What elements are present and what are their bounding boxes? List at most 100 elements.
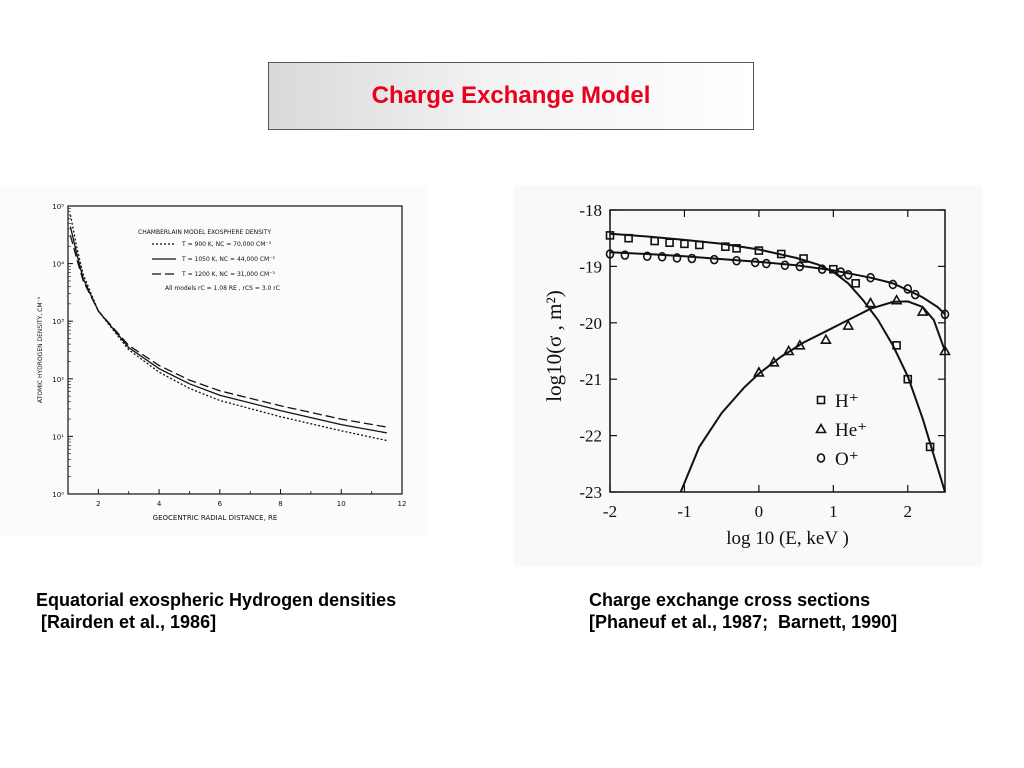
x-tick-label: -2 [603, 502, 617, 521]
legend-label: He⁺ [835, 420, 867, 441]
data-point-circle [836, 267, 846, 277]
legend-label: H⁺ [835, 391, 859, 412]
data-point-circle [843, 270, 853, 280]
data-point-circle [672, 253, 682, 263]
data-point-square [754, 246, 764, 255]
density-curve-dotted [69, 214, 387, 442]
right-caption-line1: Charge exchange cross sections [589, 590, 871, 610]
x-tick-label: 8 [278, 500, 282, 508]
data-point-circle [866, 272, 875, 283]
density-curve-dashed [69, 235, 387, 428]
x-tick-label: 0 [755, 502, 764, 521]
data-point-triangle [842, 319, 855, 330]
data-point-circle [687, 253, 697, 264]
x-axis-label: log 10 (E, keV ) [726, 528, 849, 549]
data-point-square [721, 242, 730, 251]
left-caption-line2: [Rairden et al., 1986] [36, 612, 217, 632]
slide-title: Charge Exchange Model [371, 82, 651, 109]
legend-marker-circle [816, 453, 826, 463]
data-point-circle [642, 251, 652, 262]
data-point-circle [795, 261, 805, 272]
legend-label: T = 1200 K, NC = 31,000 CM⁻³ [181, 271, 275, 278]
legend-label: O⁺ [835, 449, 859, 470]
data-point-square [851, 279, 860, 288]
data-point-triangle [820, 333, 832, 345]
data-point-circle [780, 260, 790, 271]
legend-marker-square [816, 395, 826, 405]
y-tick-label: -23 [579, 483, 602, 502]
data-point-triangle [782, 344, 795, 356]
y-tick-label: -22 [579, 427, 602, 446]
right-caption: Charge exchange cross sections [Phaneuf … [589, 589, 897, 633]
data-point-triangle [793, 339, 806, 350]
data-point-circle [762, 258, 771, 269]
data-point-triangle [916, 305, 929, 316]
data-point-square [732, 244, 741, 253]
x-tick-label: 4 [157, 500, 162, 508]
cross-section-svg: -2 -1 0 1 2 -18 -19 -20 -21 -22 -23 log 10 (E, keV … [542, 201, 951, 549]
data-point-square [605, 231, 615, 240]
y-axis-label: ATOMIC HYDROGEN DENSITY, CM⁻³ [37, 296, 44, 403]
data-point-square [624, 233, 633, 243]
y-tick-label: 10² [52, 376, 64, 384]
data-point-circle [709, 254, 719, 265]
left-caption-line1: Equatorial exospheric Hydrogen densities [36, 590, 397, 610]
y-tick-label: 10⁴ [52, 261, 64, 269]
data-point-circle [750, 257, 760, 268]
data-point-square [892, 341, 901, 350]
data-point-circle [657, 252, 667, 262]
y-tick-label: 10⁰ [52, 491, 64, 499]
fit-curve-triangle [679, 300, 946, 493]
data-point-circle [817, 264, 827, 275]
y-tick-label: 10⁵ [52, 203, 64, 211]
data-point-square [925, 442, 935, 452]
plot-frame [67, 205, 403, 495]
data-point-circle [732, 255, 741, 266]
data-point-circle [903, 284, 913, 294]
data-point-square [695, 240, 704, 250]
data-point-circle [910, 289, 920, 300]
x-tick-label: 10 [337, 500, 346, 508]
exosphere-density-chart: 2 4 6 8 10 12 10⁰ 10¹ 10² 10³ 10⁴ 10⁵ GEOCENTRIC RAD… [0, 186, 427, 536]
y-tick-label: -19 [579, 257, 602, 276]
data-point-circle [620, 250, 630, 260]
y-axis-label: log10(σ , m²) [542, 290, 566, 402]
data-point-square [650, 236, 659, 246]
data-point-square [799, 254, 808, 263]
model-annotation: All models rC = 1.08 RE , rCS = 3.0 rC [165, 285, 280, 292]
y-tick-label: -21 [579, 370, 602, 389]
left-caption: Equatorial exospheric Hydrogen densities… [36, 589, 396, 633]
x-tick-label: 12 [398, 500, 407, 508]
data-point-circle [940, 309, 950, 320]
cross-section-chart: -2 -1 0 1 2 -18 -19 -20 -21 -22 -23 log 10 (E, keV … [513, 185, 983, 567]
data-point-triangle [864, 296, 877, 308]
data-point-square [776, 249, 786, 259]
x-axis-label: GEOCENTRIC RADIAL DISTANCE, RE [153, 514, 278, 522]
data-point-square [680, 239, 689, 249]
slide-title-box: Charge Exchange Model [268, 62, 754, 130]
data-point-circle [888, 279, 898, 290]
fit-curve-circle [609, 251, 946, 316]
y-tick-label: -20 [579, 314, 602, 333]
data-point-square [665, 238, 674, 248]
legend-label: T = 900 K, NC = 70,000 CM⁻³ [181, 241, 272, 248]
data-point-circle [605, 249, 615, 259]
legend-marker-triangle [815, 422, 827, 434]
x-tick-label: 2 [904, 502, 913, 521]
data-point-triangle [939, 344, 951, 356]
y-tick-label: 10³ [52, 318, 64, 326]
exosphere-density-svg: 2 4 6 8 10 12 10⁰ 10¹ 10² 10³ 10⁴ 10⁵ GEOCENTRIC RAD… [37, 203, 407, 522]
y-tick-label: -18 [579, 201, 602, 220]
data-point-triangle [753, 366, 765, 377]
right-caption-line2: [Phaneuf et al., 1987; Barnett, 1990] [589, 612, 898, 632]
density-curve-solid [69, 226, 387, 434]
legend-label: T = 1050 K, NC = 44,000 CM⁻³ [181, 256, 275, 263]
data-point-triangle [767, 356, 780, 367]
data-point-triangle [890, 294, 903, 305]
x-tick-label: 2 [96, 500, 100, 508]
data-point-square [903, 374, 913, 384]
chart-title: CHAMBERLAIN MODEL EXOSPHERE DENSITY [138, 229, 271, 236]
x-tick-label: 6 [218, 500, 223, 508]
x-tick-label: 1 [829, 502, 838, 521]
y-tick-label: 10¹ [52, 433, 64, 441]
